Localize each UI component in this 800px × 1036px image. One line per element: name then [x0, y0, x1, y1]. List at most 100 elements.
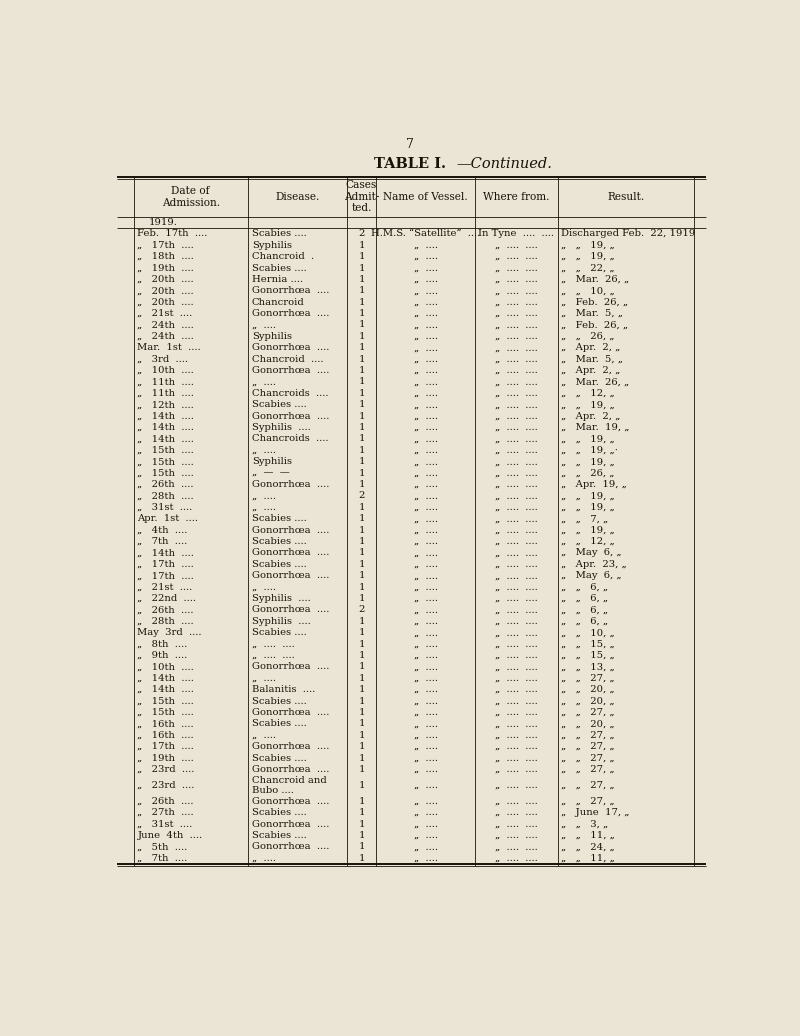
Text: „  ....  ....: „ .... .... — [495, 434, 538, 443]
Text: „  ....: „ .... — [414, 411, 438, 421]
Text: „   10th  ....: „ 10th .... — [138, 662, 194, 671]
Text: „  ....: „ .... — [252, 854, 276, 863]
Text: „  ....: „ .... — [414, 388, 438, 398]
Text: 1: 1 — [358, 343, 365, 352]
Text: Date of
Admission.: Date of Admission. — [162, 185, 220, 207]
Text: „   27th  ....: „ 27th .... — [138, 808, 194, 817]
Text: „   „   12, „: „ „ 12, „ — [561, 388, 614, 398]
Text: „   Mar.  5, „: „ Mar. 5, „ — [561, 309, 622, 318]
Text: „   17th  ....: „ 17th .... — [138, 559, 194, 569]
Text: „  ....  ....: „ .... .... — [495, 594, 538, 603]
Text: Where from.: Where from. — [483, 192, 550, 202]
Text: 1: 1 — [358, 719, 365, 728]
Text: „   Apr.  23, „: „ Apr. 23, „ — [561, 559, 626, 569]
Text: „   Mar.  26, „: „ Mar. 26, „ — [561, 377, 629, 386]
Text: 1: 1 — [358, 571, 365, 580]
Text: 1: 1 — [358, 297, 365, 307]
Text: „  ....  ....: „ .... .... — [495, 685, 538, 694]
Text: „   7th  ....: „ 7th .... — [138, 854, 188, 863]
Text: Scabies ....: Scabies .... — [252, 831, 306, 840]
Text: „   „   19, „: „ „ 19, „ — [561, 502, 614, 512]
Text: 1: 1 — [358, 753, 365, 762]
Text: Scabies ....: Scabies .... — [252, 537, 306, 546]
Text: „   „   27, „: „ „ 27, „ — [561, 797, 614, 806]
Text: „  ....: „ .... — [414, 753, 438, 762]
Text: „  ....: „ .... — [414, 673, 438, 683]
Text: „   5th  ....: „ 5th .... — [138, 842, 188, 852]
Text: „  ....: „ .... — [414, 708, 438, 717]
Text: „  ....: „ .... — [414, 309, 438, 318]
Text: 1: 1 — [358, 696, 365, 706]
Text: „  ....: „ .... — [252, 491, 276, 500]
Text: „   31st  ....: „ 31st .... — [138, 502, 193, 512]
Text: „  ....  ....: „ .... .... — [495, 525, 538, 535]
Text: „   14th  ....: „ 14th .... — [138, 685, 194, 694]
Text: „   24th  ....: „ 24th .... — [138, 320, 194, 329]
Text: 1: 1 — [358, 628, 365, 637]
Text: Gonorrhœa  ....: Gonorrhœa .... — [252, 571, 329, 580]
Text: „  ....  ....: „ .... .... — [495, 781, 538, 789]
Text: „  ....  ....: „ .... .... — [495, 719, 538, 728]
Text: „   June  17, „: „ June 17, „ — [561, 808, 630, 817]
Text: „  ....  ....: „ .... .... — [495, 320, 538, 329]
Text: 1: 1 — [358, 730, 365, 740]
Text: Gonorrhœa  ....: Gonorrhœa .... — [252, 366, 329, 375]
Text: „  ....: „ .... — [414, 854, 438, 863]
Text: „   14th  ....: „ 14th .... — [138, 434, 194, 443]
Text: „  ....: „ .... — [252, 673, 276, 683]
Text: Scabies ....: Scabies .... — [252, 229, 306, 238]
Text: „  ....: „ .... — [414, 808, 438, 817]
Text: „   20th  ....: „ 20th .... — [138, 275, 194, 284]
Text: Chancroid and
Bubo ....: Chancroid and Bubo .... — [252, 776, 326, 795]
Text: „  ....: „ .... — [414, 685, 438, 694]
Text: „  ....: „ .... — [252, 377, 276, 386]
Text: 1: 1 — [358, 286, 365, 295]
Text: „  ....: „ .... — [414, 662, 438, 671]
Text: Chancroid  ....: Chancroid .... — [252, 354, 323, 364]
Text: „   „   13, „: „ „ 13, „ — [561, 662, 614, 671]
Text: Syphilis  ....: Syphilis .... — [252, 616, 310, 626]
Text: „  ....  ....: „ .... .... — [495, 639, 538, 649]
Text: „   „   20, „: „ „ 20, „ — [561, 719, 614, 728]
Text: „  ....  ....: „ .... .... — [495, 332, 538, 341]
Text: 1: 1 — [358, 765, 365, 774]
Text: June  4th  ....: June 4th .... — [138, 831, 202, 840]
Text: 1: 1 — [358, 842, 365, 852]
Text: „  ....: „ .... — [414, 468, 438, 478]
Text: „   „   6, „: „ „ 6, „ — [561, 605, 608, 614]
Text: 1: 1 — [358, 263, 365, 272]
Text: „   Mar.  19, „: „ Mar. 19, „ — [561, 423, 630, 432]
Text: H.M.S. “Satellite”  ....: H.M.S. “Satellite” .... — [371, 229, 480, 238]
Text: 1: 1 — [358, 502, 365, 512]
Text: „   „   6, „: „ „ 6, „ — [561, 594, 608, 603]
Text: „   15th  ....: „ 15th .... — [138, 457, 194, 466]
Text: „  ....: „ .... — [414, 639, 438, 649]
Text: Scabies ....: Scabies .... — [252, 628, 306, 637]
Text: „   Mar.  5, „: „ Mar. 5, „ — [561, 354, 622, 364]
Text: Gonorrhœa  ....: Gonorrhœa .... — [252, 480, 329, 489]
Text: „   31st  ....: „ 31st .... — [138, 819, 193, 829]
Text: Syphilis: Syphilis — [252, 457, 292, 466]
Text: „   18th  ....: „ 18th .... — [138, 252, 194, 261]
Text: Scabies ....: Scabies .... — [252, 719, 306, 728]
Text: Cases
Admit-
ted.: Cases Admit- ted. — [344, 180, 379, 213]
Text: Syphilis  ....: Syphilis .... — [252, 423, 310, 432]
Text: Result.: Result. — [607, 192, 645, 202]
Text: „   15th  ....: „ 15th .... — [138, 708, 194, 717]
Text: „  ....: „ .... — [414, 377, 438, 386]
Text: „  ....  ....: „ .... .... — [495, 445, 538, 455]
Text: „  ....: „ .... — [414, 366, 438, 375]
Text: „  ....: „ .... — [252, 582, 276, 592]
Text: „   Apr.  2, „: „ Apr. 2, „ — [561, 411, 620, 421]
Text: „  ....: „ .... — [414, 594, 438, 603]
Text: „  ....  ....: „ .... .... — [495, 651, 538, 660]
Text: „  ....  ....: „ .... .... — [495, 480, 538, 489]
Text: „  ....: „ .... — [414, 354, 438, 364]
Text: 1: 1 — [358, 819, 365, 829]
Text: Balanitis  ....: Balanitis .... — [252, 685, 315, 694]
Text: „  ....  ....: „ .... .... — [495, 423, 538, 432]
Text: „   „   19, „: „ „ 19, „ — [561, 240, 614, 250]
Text: Gonorrhœa  ....: Gonorrhœa .... — [252, 605, 329, 614]
Text: „  ....: „ .... — [252, 320, 276, 329]
Text: „  ....: „ .... — [414, 514, 438, 523]
